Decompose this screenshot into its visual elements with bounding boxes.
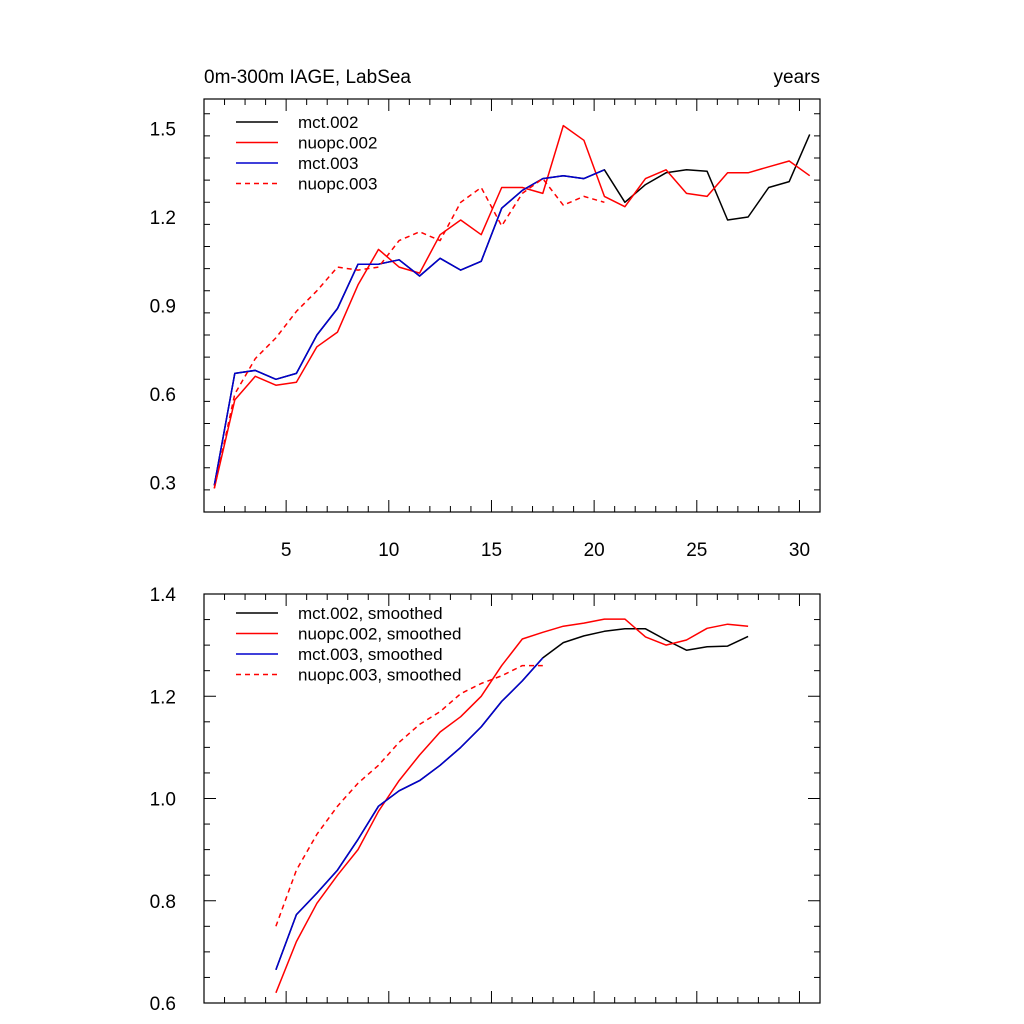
y-tick-label: 0.6 bbox=[150, 994, 176, 1015]
bottom-chart-panel: 0.6 0.8 1.0 1.2 1.4 mct.002, smoothed nuopc.00… bbox=[150, 585, 821, 1015]
y-tick-label: 1.5 bbox=[150, 120, 176, 141]
series-line-1 bbox=[213, 124, 811, 489]
x-tick-label: 20 bbox=[584, 540, 605, 561]
x-tick-label: 15 bbox=[481, 540, 502, 561]
y-tick-label: 1.0 bbox=[150, 790, 176, 811]
series-line-3 bbox=[213, 177, 605, 489]
legend-label: mct.002 bbox=[298, 113, 358, 132]
x-tick-label: 5 bbox=[281, 540, 292, 561]
y-tick-label: 1.4 bbox=[150, 585, 177, 606]
legend-label: nuopc.002, smoothed bbox=[298, 625, 462, 644]
legend-label: mct.002, smoothed bbox=[298, 604, 443, 623]
top-chart-panel: 0m-300m IAGE, LabSea years 5 10 15 20 25 30 0.… bbox=[150, 67, 821, 561]
legend-label: nuopc.003, smoothed bbox=[298, 666, 462, 685]
legend-label: nuopc.002 bbox=[298, 134, 377, 153]
legend-label: mct.003, smoothed bbox=[298, 645, 443, 664]
legend-label: nuopc.003 bbox=[298, 175, 377, 194]
top-chart-right-title: years bbox=[774, 67, 820, 88]
series-line-2 bbox=[213, 169, 605, 486]
series-line-1 bbox=[275, 618, 749, 994]
legend-label: mct.003 bbox=[298, 154, 358, 173]
series-line-3 bbox=[275, 664, 543, 927]
plot-frame bbox=[203, 98, 821, 513]
x-tick-label: 10 bbox=[378, 540, 399, 561]
y-tick-label: 0.8 bbox=[150, 892, 176, 913]
series-line-2 bbox=[275, 657, 544, 971]
y-tick-label: 0.9 bbox=[150, 297, 176, 318]
x-tick-label: 30 bbox=[789, 540, 810, 561]
y-tick-label: 0.3 bbox=[150, 474, 176, 495]
y-tick-label: 0.6 bbox=[150, 385, 176, 406]
x-tick-label: 25 bbox=[686, 540, 707, 561]
y-tick-label: 1.2 bbox=[150, 687, 176, 708]
top-chart-title: 0m-300m IAGE, LabSea bbox=[204, 67, 411, 88]
y-tick-label: 1.2 bbox=[150, 208, 176, 229]
